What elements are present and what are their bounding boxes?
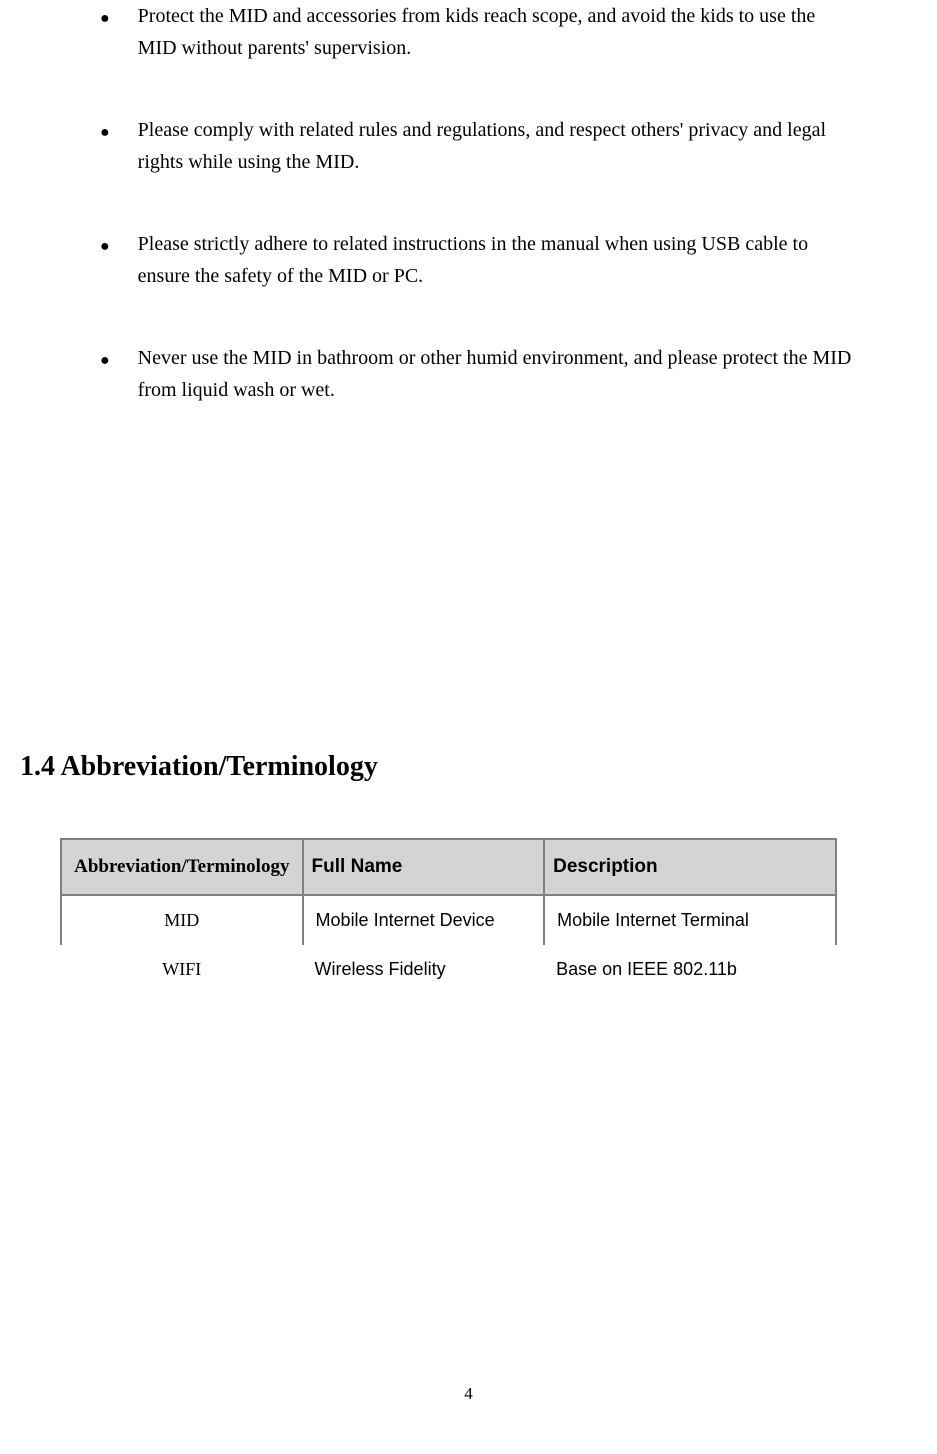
table-header-abbr: Abbreviation/Terminology [61, 839, 303, 895]
page-number: 4 [464, 1384, 473, 1404]
bullet-icon: ● [100, 6, 110, 32]
table-row: WIFI Wireless Fidelity Base on IEEE 802.… [61, 945, 836, 994]
cell-full: Mobile Internet Device [303, 895, 545, 945]
terminology-table: Abbreviation/Terminology Full Name Descr… [60, 838, 837, 994]
cell-abbr: WIFI [61, 945, 303, 994]
bullet-item: ● Please strictly adhere to related inst… [100, 228, 857, 292]
bullet-text: Never use the MID in bathroom or other h… [138, 342, 857, 406]
bullet-item: ● Never use the MID in bathroom or other… [100, 342, 857, 406]
bullet-item: ● Protect the MID and accessories from k… [100, 0, 857, 64]
bullet-text: Please strictly adhere to related instru… [138, 228, 857, 292]
section-heading: 1.4 Abbreviation/Terminology [20, 751, 857, 783]
safety-bullet-list: ● Protect the MID and accessories from k… [80, 0, 857, 406]
table-row: MID Mobile Internet Device Mobile Intern… [61, 895, 836, 945]
bullet-icon: ● [100, 348, 110, 374]
cell-full: Wireless Fidelity [303, 945, 545, 994]
table-header-full: Full Name [303, 839, 545, 895]
bullet-text: Please comply with related rules and reg… [138, 114, 857, 178]
bullet-text: Protect the MID and accessories from kid… [138, 0, 857, 64]
bullet-icon: ● [100, 120, 110, 146]
table-header-row: Abbreviation/Terminology Full Name Descr… [61, 839, 836, 895]
cell-desc: Base on IEEE 802.11b [544, 945, 836, 994]
cell-abbr: MID [61, 895, 303, 945]
cell-desc: Mobile Internet Terminal [544, 895, 836, 945]
bullet-item: ● Please comply with related rules and r… [100, 114, 857, 178]
table-header-desc: Description [544, 839, 836, 895]
bullet-icon: ● [100, 234, 110, 260]
